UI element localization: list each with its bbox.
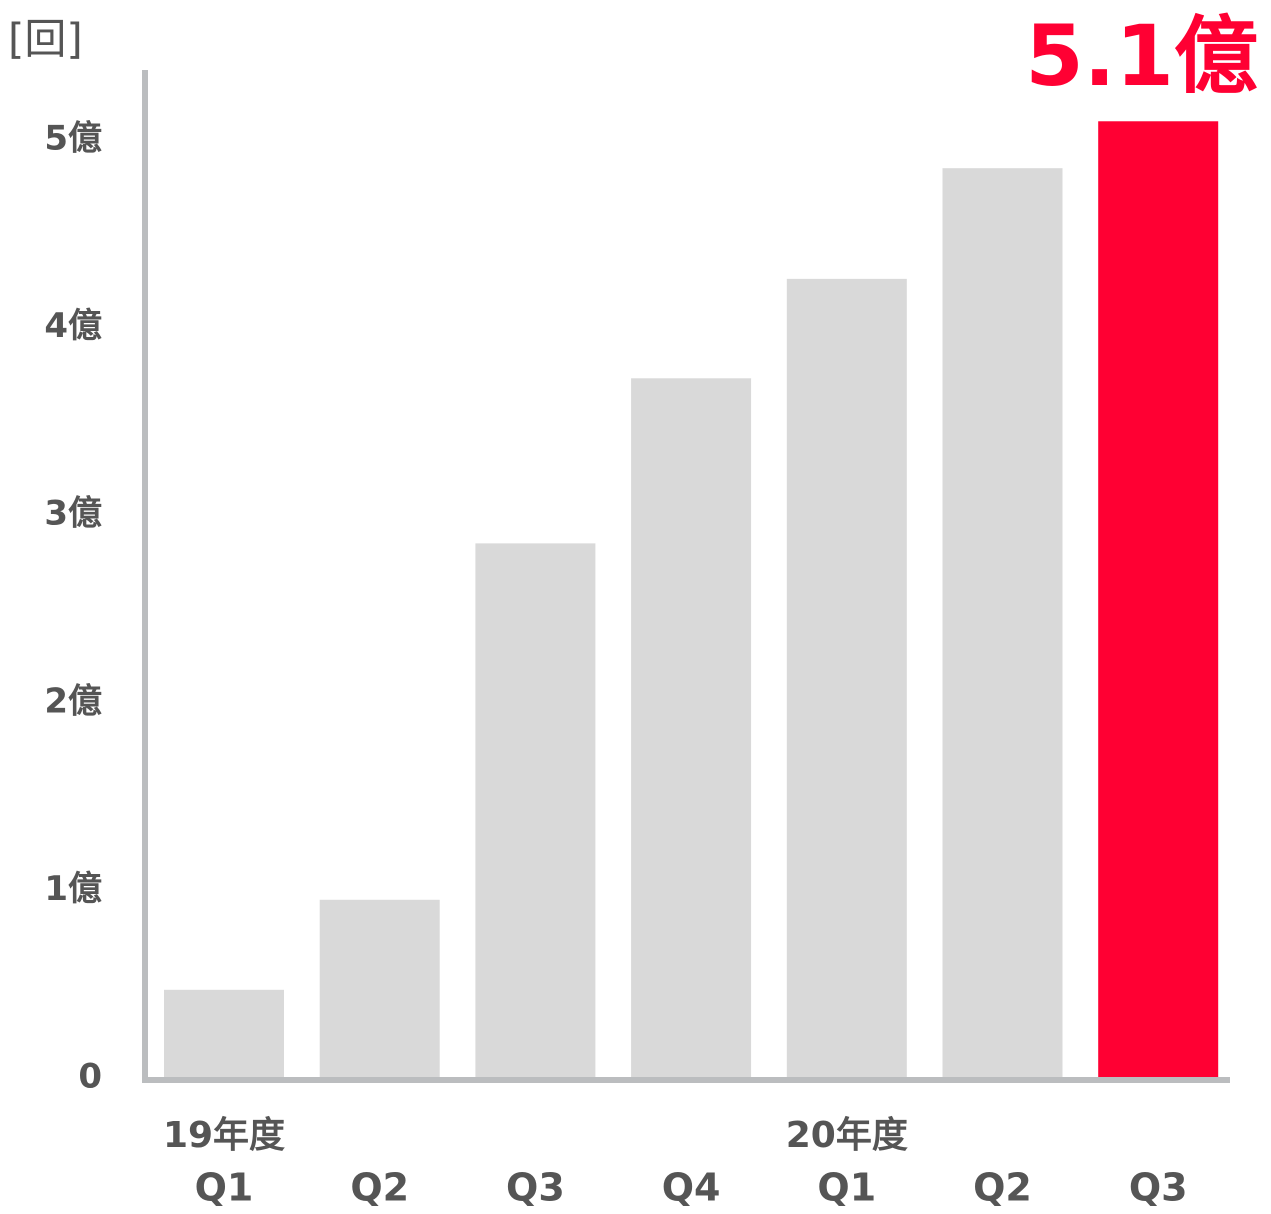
x-tick-label: Q2 (350, 1166, 409, 1210)
bar (786, 278, 907, 1078)
bar (475, 543, 596, 1078)
bar (631, 378, 752, 1078)
x-tick-label: Q4 (662, 1166, 721, 1210)
bar (319, 899, 440, 1078)
y-tick-label: 4億 (44, 306, 102, 346)
group-label: 20年度 (786, 1115, 908, 1156)
x-tick-label: Q3 (1129, 1166, 1188, 1210)
bar (1098, 121, 1219, 1079)
y-tick-label: 0 (78, 1057, 102, 1097)
y-tick-label: 3億 (44, 494, 102, 534)
y-tick-label: 5億 (44, 119, 102, 159)
data-label: 5.1億 (1025, 7, 1258, 105)
bar (164, 989, 284, 1078)
y-tick-label: 2億 (44, 681, 102, 721)
x-tick-label: Q2 (973, 1166, 1032, 1210)
unit-label: [回] (8, 15, 83, 64)
x-tick-label: Q1 (195, 1166, 254, 1210)
y-tick-label: 1億 (44, 869, 102, 909)
bar (942, 168, 1063, 1079)
x-tick-label: Q3 (506, 1166, 565, 1210)
x-tick-label: Q1 (817, 1166, 876, 1210)
group-label: 19年度 (163, 1115, 285, 1156)
